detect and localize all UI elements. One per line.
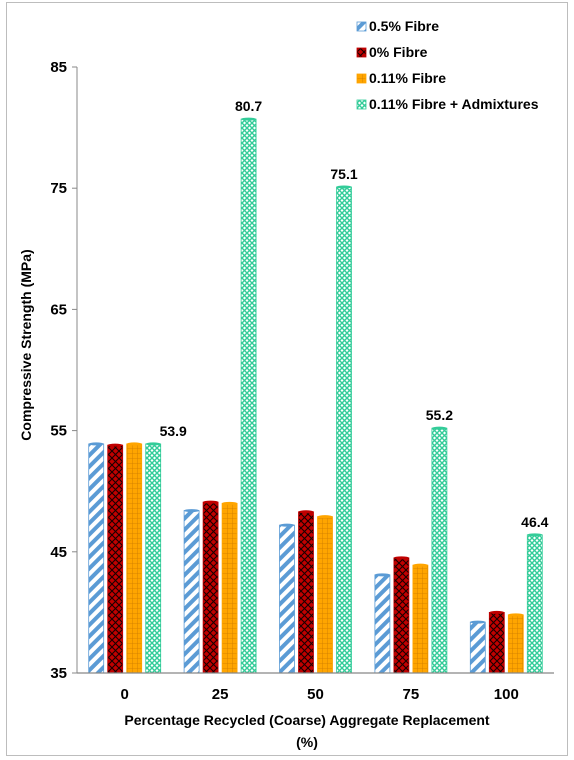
bar: [317, 516, 333, 674]
x-tick-label: 0: [121, 686, 129, 703]
data-label: 53.9: [160, 423, 187, 439]
bar-cap: [222, 501, 238, 505]
bar: [221, 502, 238, 674]
bar: [107, 444, 124, 674]
bar-cap: [431, 426, 447, 430]
bar-cap: [508, 613, 524, 617]
legend-swatch: [356, 99, 367, 110]
bar-cap: [107, 443, 123, 447]
bar: [279, 524, 295, 674]
bar: [431, 427, 448, 674]
x-tick-label: 50: [307, 686, 324, 703]
y-tick-label: 55: [50, 423, 67, 440]
y-tick-label: 35: [50, 665, 67, 682]
bar: [240, 118, 257, 674]
x-tick-label: 75: [403, 686, 420, 703]
bar-cap: [393, 556, 409, 560]
legend: 0.5% Fibre 0% Fibre 0.11% Fibre 0.11% Fibre…: [356, 18, 539, 112]
y-axis: 35 45 55 65 75 85: [50, 59, 78, 682]
x-axis: 0 25 50 75 100: [77, 672, 554, 703]
bar-chart: 53.9 80.7 75.1 55.2 46.4 35 45 55 65 75 85 0 25 50 7…: [18, 18, 554, 750]
bar: [202, 501, 219, 674]
bar-cap: [336, 185, 352, 189]
bar-cap: [412, 563, 428, 567]
bar: [145, 443, 162, 674]
bar: [469, 621, 486, 674]
bar-cap: [470, 620, 486, 624]
legend-label: 0% Fibre: [369, 44, 428, 60]
bar: [183, 510, 200, 674]
bar-cap: [126, 442, 142, 446]
bar: [88, 443, 105, 674]
y-axis-title: Compressive Strength (MPa): [18, 249, 34, 440]
bar-cap: [279, 523, 295, 527]
bars-group: [88, 117, 543, 674]
bar-cap: [88, 442, 104, 446]
data-label: 75.1: [330, 166, 357, 182]
bar-cap: [203, 500, 219, 504]
data-labels-group: 53.9 80.7 75.1 55.2 46.4: [160, 98, 549, 530]
bar-cap: [241, 117, 257, 121]
bar-cap: [184, 509, 200, 513]
bar-cap: [145, 442, 161, 446]
data-label: 80.7: [235, 98, 262, 114]
bar-cap: [489, 610, 505, 614]
data-label: 46.4: [521, 514, 548, 530]
legend-swatch: [356, 21, 367, 32]
data-label: 55.2: [426, 407, 453, 423]
x-axis-title-line1: Percentage Recycled (Coarse) Aggregate R…: [124, 712, 490, 728]
legend-label: 0.11% Fibre + Admixtures: [369, 96, 539, 112]
bar-cap: [298, 510, 314, 514]
x-axis-title-line2: (%): [296, 734, 318, 750]
bar: [126, 443, 143, 674]
bar-cap: [527, 533, 543, 537]
bar: [412, 564, 429, 674]
bar: [393, 557, 410, 674]
legend-swatch: [356, 73, 367, 84]
y-tick-label: 65: [50, 301, 67, 318]
chart-frame: 53.9 80.7 75.1 55.2 46.4 35 45 55 65 75 85 0 25 50 7…: [6, 2, 568, 756]
bar-cap: [317, 515, 333, 519]
bar-cap: [374, 573, 390, 577]
bar: [526, 534, 543, 674]
bar: [507, 614, 524, 674]
legend-label: 0.5% Fibre: [369, 18, 439, 34]
legend-swatch: [356, 47, 367, 58]
legend-label: 0.11% Fibre: [369, 70, 446, 86]
y-tick-label: 85: [50, 59, 67, 76]
bar: [336, 186, 352, 674]
bar: [298, 511, 314, 674]
bar: [374, 574, 391, 674]
x-tick-label: 100: [494, 686, 519, 703]
x-tick-label: 25: [212, 686, 229, 703]
bar: [488, 612, 505, 674]
y-tick-label: 75: [50, 180, 67, 197]
y-tick-label: 45: [50, 544, 67, 561]
